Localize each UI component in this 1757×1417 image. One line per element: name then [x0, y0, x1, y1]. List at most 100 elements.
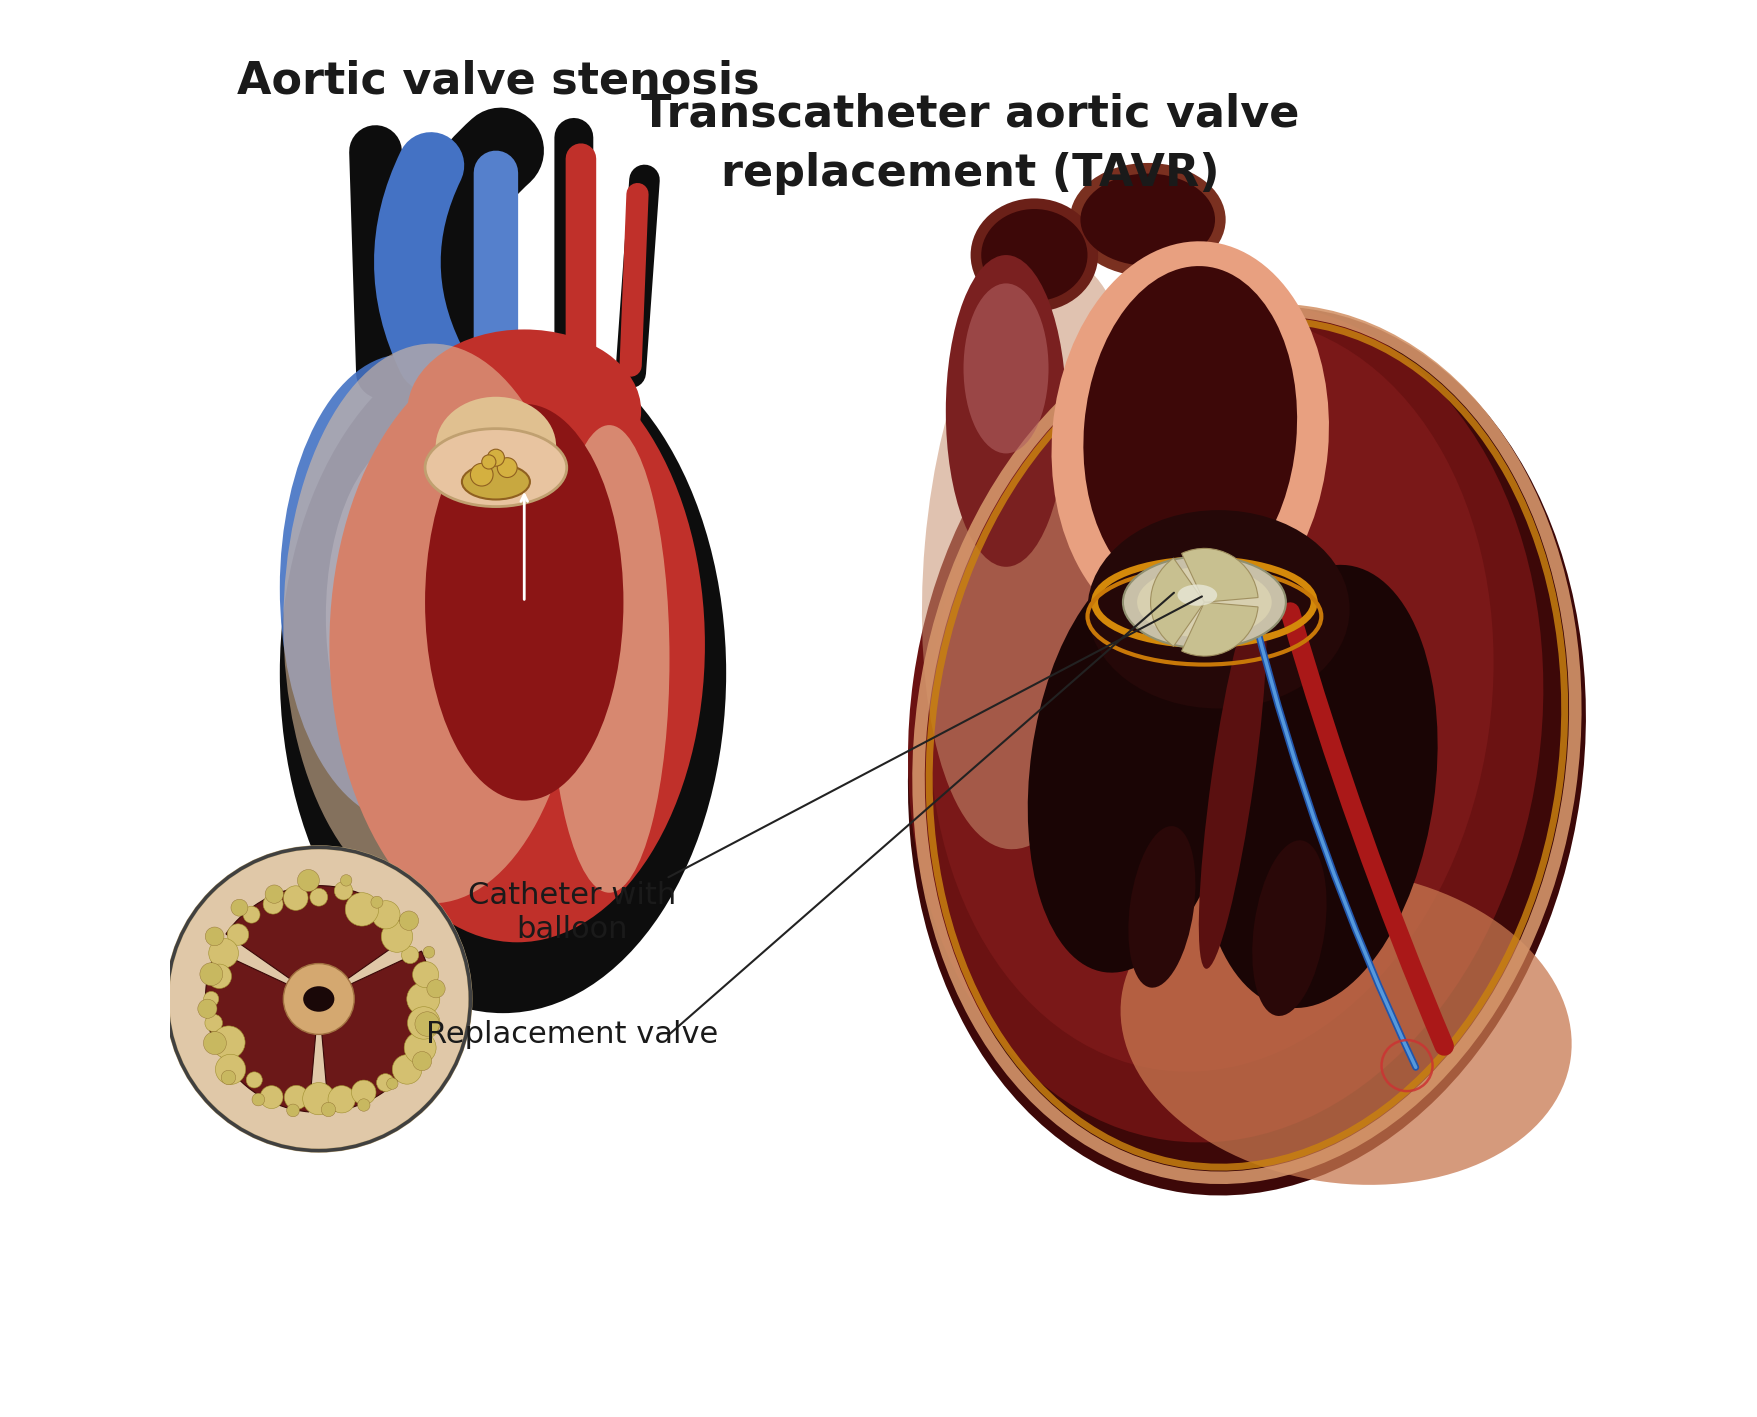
- Ellipse shape: [304, 986, 334, 1012]
- FancyArrowPatch shape: [631, 180, 645, 373]
- Circle shape: [497, 458, 517, 478]
- Ellipse shape: [908, 306, 1587, 1196]
- Ellipse shape: [1084, 266, 1297, 598]
- Circle shape: [427, 979, 445, 998]
- Ellipse shape: [980, 210, 1088, 302]
- Ellipse shape: [970, 198, 1098, 312]
- Circle shape: [206, 927, 223, 945]
- Circle shape: [230, 900, 248, 917]
- Circle shape: [204, 1032, 227, 1054]
- Circle shape: [213, 1026, 244, 1058]
- Circle shape: [341, 874, 351, 886]
- FancyArrowPatch shape: [1254, 619, 1416, 1067]
- Circle shape: [372, 901, 401, 930]
- Circle shape: [242, 907, 260, 922]
- Circle shape: [246, 1071, 262, 1088]
- Text: replacement (TAVR): replacement (TAVR): [722, 152, 1219, 194]
- Ellipse shape: [548, 425, 669, 893]
- Ellipse shape: [1253, 840, 1327, 1016]
- Ellipse shape: [1088, 510, 1349, 708]
- Circle shape: [286, 1104, 299, 1117]
- Circle shape: [221, 1070, 235, 1085]
- Circle shape: [297, 870, 320, 891]
- Wedge shape: [206, 951, 318, 1112]
- Circle shape: [408, 1006, 439, 1039]
- Circle shape: [471, 463, 494, 486]
- Ellipse shape: [462, 465, 531, 500]
- Circle shape: [358, 1098, 371, 1111]
- Circle shape: [381, 921, 413, 952]
- FancyArrowPatch shape: [1290, 612, 1444, 1046]
- Circle shape: [481, 455, 495, 469]
- Ellipse shape: [922, 256, 1147, 849]
- Ellipse shape: [1081, 174, 1216, 266]
- Circle shape: [371, 896, 383, 908]
- Wedge shape: [318, 951, 432, 1112]
- Ellipse shape: [425, 404, 624, 801]
- Ellipse shape: [1051, 241, 1328, 638]
- Circle shape: [487, 449, 504, 466]
- Ellipse shape: [408, 330, 641, 493]
- Circle shape: [376, 1074, 394, 1091]
- Circle shape: [329, 1085, 355, 1112]
- Ellipse shape: [963, 283, 1049, 453]
- Wedge shape: [1182, 602, 1258, 656]
- Circle shape: [207, 964, 232, 989]
- FancyArrowPatch shape: [631, 194, 638, 366]
- Text: Transcatheter aortic valve: Transcatheter aortic valve: [641, 92, 1300, 135]
- Ellipse shape: [425, 428, 568, 507]
- FancyArrowPatch shape: [408, 166, 430, 359]
- Ellipse shape: [1198, 565, 1437, 1007]
- Circle shape: [265, 886, 283, 903]
- Circle shape: [322, 1102, 336, 1117]
- Circle shape: [392, 1054, 422, 1084]
- Circle shape: [302, 1083, 336, 1115]
- Circle shape: [167, 847, 471, 1151]
- Ellipse shape: [1070, 163, 1226, 276]
- Ellipse shape: [329, 347, 705, 942]
- Circle shape: [283, 964, 355, 1034]
- Circle shape: [404, 1032, 436, 1064]
- Circle shape: [399, 911, 418, 931]
- Ellipse shape: [1123, 557, 1286, 649]
- Ellipse shape: [436, 397, 557, 496]
- Circle shape: [387, 1078, 399, 1090]
- Circle shape: [206, 1015, 223, 1032]
- Circle shape: [200, 962, 223, 986]
- Text: Replacement valve: Replacement valve: [427, 1020, 719, 1049]
- Circle shape: [264, 894, 283, 914]
- Circle shape: [415, 1012, 439, 1036]
- Wedge shape: [1151, 558, 1204, 646]
- Circle shape: [413, 1051, 432, 1071]
- Circle shape: [402, 947, 418, 964]
- Circle shape: [227, 924, 249, 945]
- Circle shape: [204, 992, 218, 1006]
- Ellipse shape: [908, 303, 1543, 1142]
- Circle shape: [209, 938, 239, 968]
- Text: Aortic valve stenosis: Aortic valve stenosis: [237, 60, 759, 102]
- Ellipse shape: [1128, 826, 1195, 988]
- Ellipse shape: [279, 333, 726, 1013]
- Circle shape: [344, 893, 380, 927]
- FancyArrowPatch shape: [432, 150, 501, 344]
- Circle shape: [413, 962, 439, 988]
- Ellipse shape: [283, 343, 582, 904]
- Circle shape: [408, 982, 439, 1016]
- Circle shape: [251, 1094, 265, 1105]
- Text: Catheter with
balloon: Catheter with balloon: [469, 881, 676, 944]
- Wedge shape: [1182, 548, 1258, 602]
- Circle shape: [309, 888, 329, 905]
- Ellipse shape: [1137, 567, 1272, 638]
- Ellipse shape: [929, 317, 1493, 1071]
- Ellipse shape: [1028, 558, 1239, 972]
- Circle shape: [334, 881, 353, 900]
- Circle shape: [199, 999, 218, 1019]
- Circle shape: [283, 886, 307, 910]
- Circle shape: [260, 1085, 283, 1108]
- Ellipse shape: [945, 255, 1066, 567]
- FancyArrowPatch shape: [1254, 619, 1416, 1067]
- Circle shape: [216, 1054, 246, 1084]
- Circle shape: [423, 947, 434, 958]
- Ellipse shape: [279, 354, 527, 822]
- Wedge shape: [227, 886, 411, 999]
